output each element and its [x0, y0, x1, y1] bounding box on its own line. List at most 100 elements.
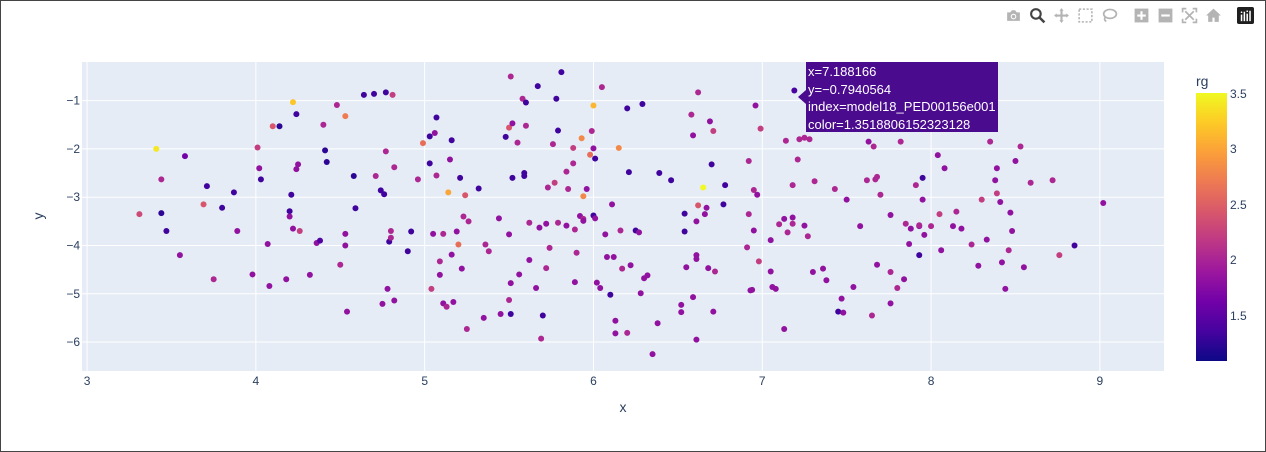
data-point[interactable]	[538, 335, 545, 342]
data-point[interactable]	[850, 283, 857, 290]
data-point[interactable]	[865, 138, 872, 145]
data-point[interactable]	[306, 271, 313, 278]
data-point[interactable]	[450, 298, 457, 305]
data-point[interactable]	[958, 225, 965, 232]
data-point[interactable]	[497, 311, 504, 318]
data-point[interactable]	[840, 309, 847, 316]
data-point[interactable]	[796, 136, 803, 143]
data-point[interactable]	[433, 172, 440, 179]
data-point[interactable]	[794, 156, 801, 163]
data-point[interactable]	[463, 325, 470, 332]
zoom-in-icon[interactable]	[1129, 5, 1153, 25]
data-point[interactable]	[598, 84, 605, 91]
data-point[interactable]	[978, 196, 985, 203]
data-point[interactable]	[176, 252, 183, 259]
data-point[interactable]	[928, 223, 935, 230]
data-point[interactable]	[868, 312, 875, 319]
data-point[interactable]	[475, 185, 482, 192]
data-point[interactable]	[617, 227, 624, 234]
data-point[interactable]	[919, 174, 926, 181]
data-point[interactable]	[382, 89, 389, 96]
data-point[interactable]	[690, 294, 697, 301]
data-point[interactable]	[553, 95, 560, 102]
data-point[interactable]	[592, 155, 599, 162]
data-point[interactable]	[950, 223, 957, 230]
data-point[interactable]	[654, 320, 661, 327]
data-point[interactable]	[320, 121, 327, 128]
data-point[interactable]	[387, 227, 394, 234]
data-point[interactable]	[153, 145, 160, 152]
data-point[interactable]	[953, 208, 960, 215]
lasso-select-icon[interactable]	[1097, 5, 1121, 25]
data-point[interactable]	[998, 259, 1005, 266]
data-point[interactable]	[695, 202, 702, 209]
data-point[interactable]	[609, 201, 616, 208]
data-point[interactable]	[570, 144, 577, 151]
data-point[interactable]	[710, 128, 717, 135]
data-point[interactable]	[610, 254, 617, 261]
data-point[interactable]	[158, 176, 165, 183]
data-point[interactable]	[514, 139, 521, 146]
data-point[interactable]	[975, 262, 982, 269]
data-point[interactable]	[809, 269, 816, 276]
data-point[interactable]	[372, 172, 379, 179]
data-point[interactable]	[293, 166, 300, 173]
data-point[interactable]	[993, 190, 1000, 197]
data-point[interactable]	[745, 157, 752, 164]
data-point[interactable]	[181, 153, 188, 160]
data-point[interactable]	[681, 228, 688, 235]
data-point[interactable]	[993, 165, 1000, 172]
data-point[interactable]	[863, 177, 870, 184]
data-point[interactable]	[436, 271, 443, 278]
data-point[interactable]	[387, 234, 394, 241]
data-point[interactable]	[754, 191, 761, 198]
data-point[interactable]	[916, 252, 923, 259]
data-point[interactable]	[458, 265, 465, 272]
data-point[interactable]	[690, 132, 697, 139]
data-point[interactable]	[377, 187, 384, 194]
data-point[interactable]	[509, 120, 516, 127]
data-point[interactable]	[784, 229, 791, 236]
data-point[interactable]	[448, 137, 455, 144]
data-point[interactable]	[757, 125, 764, 132]
autoscale-icon[interactable]	[1177, 5, 1201, 25]
data-point[interactable]	[555, 127, 562, 134]
data-point[interactable]	[782, 137, 789, 144]
data-point[interactable]	[801, 134, 808, 141]
data-point[interactable]	[705, 265, 712, 272]
data-point[interactable]	[624, 105, 631, 112]
data-point[interactable]	[916, 222, 923, 229]
data-point[interactable]	[887, 300, 894, 307]
data-point[interactable]	[683, 264, 690, 271]
data-point[interactable]	[283, 276, 290, 283]
data-point[interactable]	[1012, 157, 1019, 164]
data-point[interactable]	[200, 201, 207, 208]
data-point[interactable]	[391, 164, 398, 171]
data-point[interactable]	[921, 231, 928, 238]
data-point[interactable]	[1056, 252, 1063, 259]
data-point[interactable]	[588, 128, 595, 135]
data-point[interactable]	[163, 227, 170, 234]
camera-icon[interactable]	[1001, 5, 1025, 25]
data-point[interactable]	[555, 219, 562, 226]
data-point[interactable]	[708, 161, 715, 168]
data-point[interactable]	[230, 189, 237, 196]
plotly-logo-icon[interactable]	[1233, 5, 1257, 25]
data-point[interactable]	[509, 174, 516, 181]
data-point[interactable]	[791, 87, 798, 94]
data-point[interactable]	[592, 215, 599, 222]
data-point[interactable]	[772, 285, 779, 292]
data-point[interactable]	[578, 135, 585, 142]
data-point[interactable]	[480, 314, 487, 321]
data-point[interactable]	[342, 113, 349, 120]
data-point[interactable]	[551, 179, 558, 186]
data-point[interactable]	[789, 182, 796, 189]
data-point[interactable]	[992, 177, 999, 184]
data-point[interactable]	[938, 247, 945, 254]
data-point[interactable]	[693, 252, 700, 259]
data-point[interactable]	[843, 196, 850, 203]
data-point[interactable]	[286, 213, 293, 220]
data-point[interactable]	[710, 308, 717, 315]
data-point[interactable]	[234, 227, 241, 234]
data-point[interactable]	[874, 261, 881, 268]
